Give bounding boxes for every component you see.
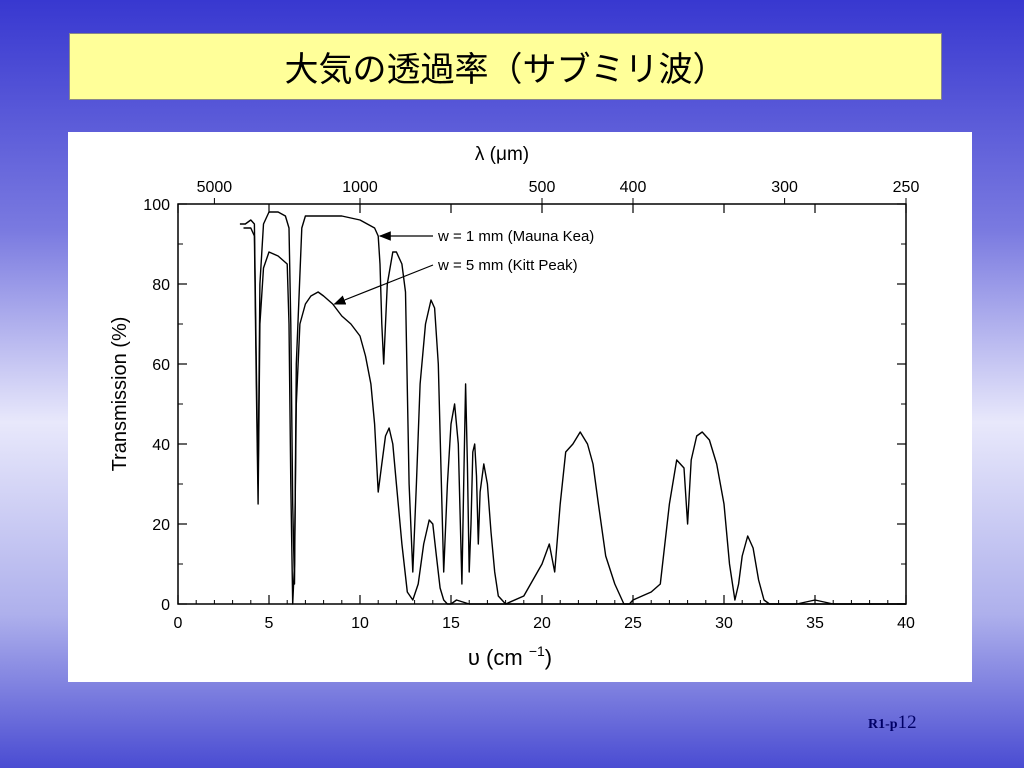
- annotation-label-2: w = 5 mm (Kitt Peak): [437, 257, 578, 274]
- x-axis-label-close: ): [545, 645, 552, 670]
- x-tick-label: 10: [351, 615, 369, 632]
- top-tick-label: 5000: [197, 179, 233, 196]
- x-axis-label-sup: −1: [529, 643, 545, 659]
- top-tick-label: 400: [620, 179, 647, 196]
- top-tick-label: 500: [529, 179, 556, 196]
- x-tick-label: 25: [624, 615, 642, 632]
- y-axis-label: Transmission (%): [109, 317, 131, 472]
- y-tick-label: 80: [152, 277, 170, 294]
- y-tick-label: 0: [161, 597, 170, 614]
- x-tick-label: 35: [806, 615, 824, 632]
- top-axis-label: λ (μm): [475, 144, 529, 165]
- chart-panel: 0 5 10 15 20 25 30 35 40 0 20 40 60 80 100 5000 1000 500 4…: [68, 132, 972, 682]
- annotation-label-1: w = 1 mm (Mauna Kea): [437, 228, 594, 245]
- page-number-prefix: R1-p: [868, 717, 898, 732]
- x-axis-label-base: υ (cm: [468, 645, 529, 670]
- top-tick-label: 1000: [342, 179, 378, 196]
- x-axis-label: υ (cm −1): [468, 643, 552, 670]
- y-tick-label: 20: [152, 517, 170, 534]
- page-number: R1-p12: [868, 712, 917, 734]
- slide-title: 大気の透過率（サブミリ波）: [284, 50, 727, 90]
- slide-title-box: 大気の透過率（サブミリ波）: [69, 33, 942, 100]
- page-number-value: 12: [897, 712, 917, 733]
- top-tick-label: 300: [771, 179, 798, 196]
- series-line-1: [239, 211, 906, 605]
- x-tick-label: 20: [533, 615, 551, 632]
- x-tick-label: 30: [715, 615, 733, 632]
- x-tick-label: 5: [265, 615, 274, 632]
- series-line-2: [243, 227, 906, 605]
- y-tick-label: 100: [143, 197, 170, 214]
- top-tick-label: 250: [893, 179, 920, 196]
- annotation-arrow-2: [333, 264, 434, 305]
- x-tick-label: 40: [897, 615, 915, 632]
- y-tick-label: 40: [152, 437, 170, 454]
- y-tick-label: 60: [152, 357, 170, 374]
- x-tick-label: 0: [174, 615, 183, 632]
- x-tick-label: 15: [442, 615, 460, 632]
